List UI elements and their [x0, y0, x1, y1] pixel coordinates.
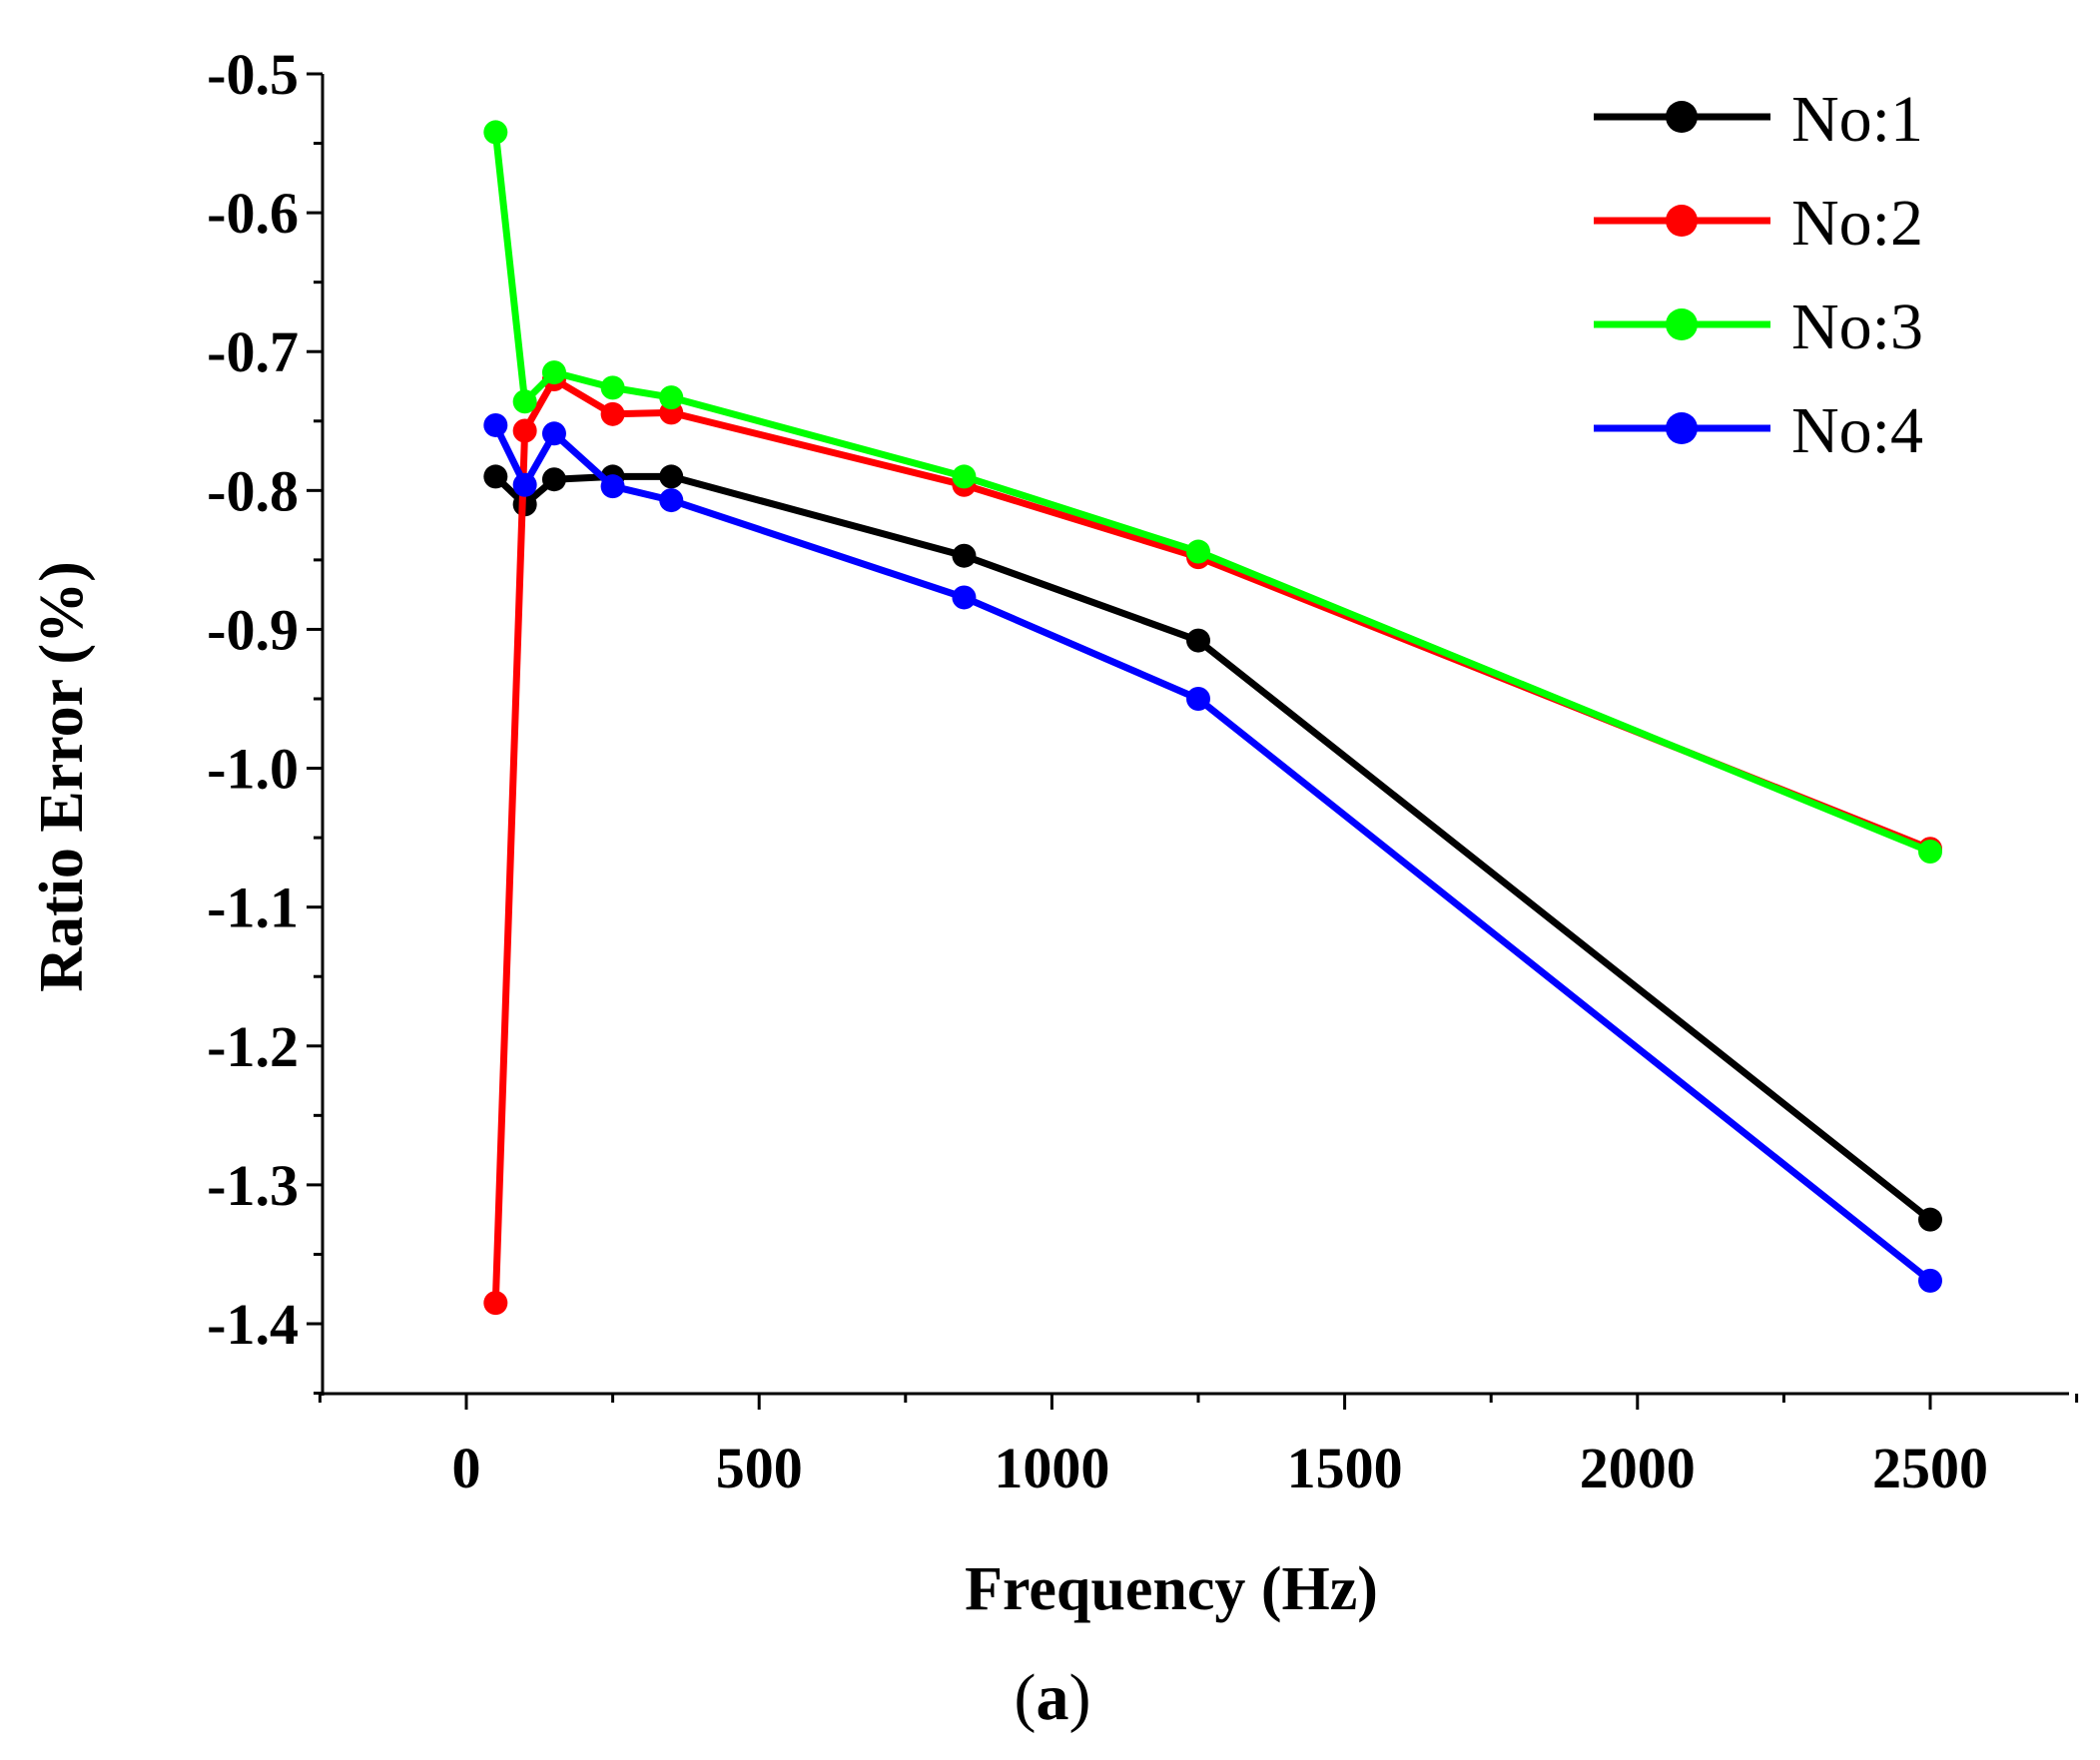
y-tick-label: -0.9: [207, 597, 299, 662]
data-point: [512, 389, 537, 414]
data-point: [541, 360, 566, 385]
y-tick-label: -0.8: [207, 458, 299, 523]
legend: No:1 No:2 No:3 No:4: [1594, 83, 1923, 467]
y-tick-label: -0.6: [207, 181, 299, 246]
legend-marker: [1666, 308, 1698, 340]
legend-item-1: No:1: [1594, 83, 1923, 156]
x-axis-title: Frequency (Hz): [965, 1555, 1378, 1623]
x-tick-label: 500: [716, 1436, 803, 1500]
axes: -0.5 -0.6 -0.7 -0.8 -0.9 -1.0 -1.1 -1.2 -1.3 -1.4…: [207, 42, 2079, 1500]
y-axis-title: Ratio Error (%): [28, 561, 96, 992]
legend-label: No:2: [1791, 187, 1923, 260]
legend-label: No:3: [1791, 291, 1923, 363]
legend-marker: [1666, 205, 1698, 237]
data-point: [483, 1291, 508, 1316]
y-tick-label: -0.7: [207, 319, 299, 384]
caption-letter: a: [1037, 1661, 1069, 1734]
data-point: [483, 412, 508, 437]
data-point: [952, 585, 977, 610]
data-point: [512, 472, 537, 497]
figure-caption: (a): [1015, 1661, 1091, 1734]
x-tick-label: 2000: [1580, 1436, 1696, 1500]
series-line: [491, 375, 1932, 1304]
x-tick-label: 2500: [1872, 1436, 1988, 1500]
data-point: [659, 385, 684, 410]
data-point: [600, 474, 625, 499]
y-tick-label: -1.4: [207, 1292, 299, 1357]
series-layer: [483, 120, 1942, 1316]
data-point: [1186, 628, 1210, 653]
data-point: [600, 401, 625, 426]
data-point: [1918, 1268, 1942, 1293]
y-tick-label: -1.2: [207, 1014, 299, 1079]
data-point: [483, 120, 508, 145]
data-point: [512, 418, 537, 443]
legend-item-3: No:3: [1594, 291, 1923, 363]
legend-marker: [1666, 412, 1698, 444]
data-point: [1918, 840, 1942, 865]
x-tick-label: 1500: [1287, 1436, 1403, 1500]
x-tick-label: 1000: [994, 1436, 1109, 1500]
data-point: [1186, 687, 1210, 711]
data-point: [1186, 539, 1210, 564]
caption-open-paren: (: [1015, 1661, 1037, 1734]
data-point: [541, 467, 566, 492]
data-point: [541, 421, 566, 446]
data-point: [952, 543, 977, 568]
data-point: [659, 464, 684, 489]
legend-marker: [1666, 101, 1698, 133]
x-tick-label: 0: [452, 1436, 481, 1500]
data-point: [483, 464, 508, 489]
y-tick-label: -1.1: [207, 876, 299, 940]
caption-close-paren: ): [1069, 1661, 1091, 1734]
legend-label: No:4: [1791, 394, 1923, 467]
series-3: [483, 120, 1942, 865]
series-4: [483, 412, 1942, 1293]
series-line: [491, 132, 1932, 856]
legend-label: No:1: [1791, 83, 1923, 156]
series-line: [492, 423, 1933, 1284]
data-point: [1918, 1207, 1942, 1232]
legend-item-2: No:2: [1594, 187, 1923, 260]
y-tick-label: -1.0: [207, 737, 299, 802]
y-tick-label: -0.5: [207, 42, 299, 107]
data-point: [659, 488, 684, 513]
legend-item-4: No:4: [1594, 394, 1923, 467]
y-tick-label: -1.3: [207, 1153, 299, 1218]
data-point: [952, 464, 977, 489]
data-point: [600, 375, 625, 400]
